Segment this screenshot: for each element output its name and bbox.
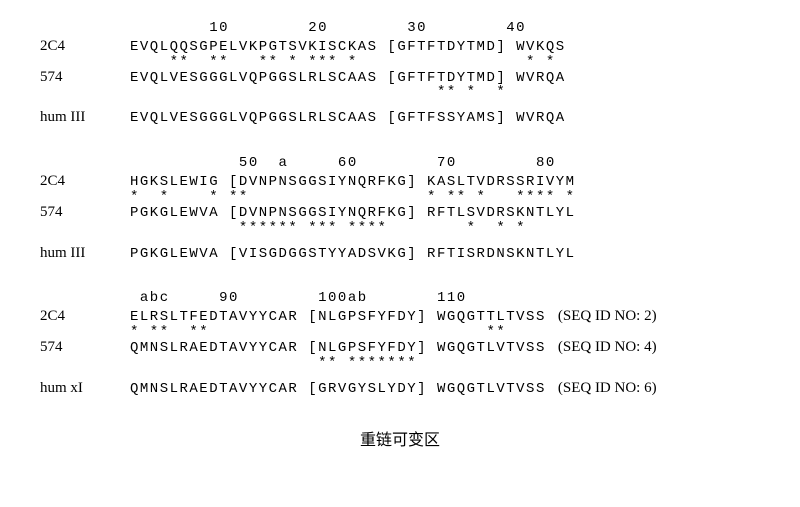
ruler-1: 10 20 30 40 <box>130 20 526 37</box>
stars-3b: ** ******* <box>130 357 556 369</box>
label-574: 574 <box>40 338 130 356</box>
label-humxI: hum xI <box>40 379 130 397</box>
alignment-block-1: 10 20 30 40 2C4 EVQLQQSGPELVKPGTSVKISCKA… <box>40 20 760 127</box>
label-2c4: 2C4 <box>40 172 130 190</box>
label-574: 574 <box>40 68 130 86</box>
ruler-3: abc 90 100ab 110 <box>130 290 467 307</box>
seq-hum-2: PGKGLEWVA [VISGDGGSTYYADSVKG] RFTISRDNSK… <box>130 246 576 263</box>
label-humIII: hum III <box>40 108 130 126</box>
label-humIII: hum III <box>40 244 130 262</box>
seqid-2: (SEQ ID NO: 2) <box>558 307 657 325</box>
seqid-6: (SEQ ID NO: 6) <box>558 379 657 397</box>
label-574: 574 <box>40 203 130 221</box>
alignment-block-3: abc 90 100ab 110 2C4 ELRSLTFEDTAVYYCAR [… <box>40 290 760 397</box>
stars-1b: ** * * <box>130 86 576 98</box>
stars-2b: ****** *** **** * * * <box>130 222 576 234</box>
stars-2a: * * * ** * ** * **** * <box>130 191 576 203</box>
seq-hum-1: EVQLVESGGGLVQPGGSLRLSCAAS [GFTFSSYAMS] W… <box>130 110 566 127</box>
label-2c4: 2C4 <box>40 37 130 55</box>
stars-1a: ** ** ** * *** * * * <box>130 56 566 68</box>
seq-hum-3: QMNSLRAEDTAVYYCAR [GRVGYSLYDY] WGQGTLVTV… <box>130 381 546 398</box>
alignment-block-2: 50 a 60 70 80 2C4 HGKSLEWIG [DVNPNSGGSIY… <box>40 155 760 262</box>
caption: 重链可变区 <box>40 426 760 450</box>
seqid-4: (SEQ ID NO: 4) <box>558 338 657 356</box>
stars-3a: * ** ** ** <box>130 326 556 338</box>
label-2c4: 2C4 <box>40 307 130 325</box>
ruler-2: 50 a 60 70 80 <box>130 155 556 172</box>
